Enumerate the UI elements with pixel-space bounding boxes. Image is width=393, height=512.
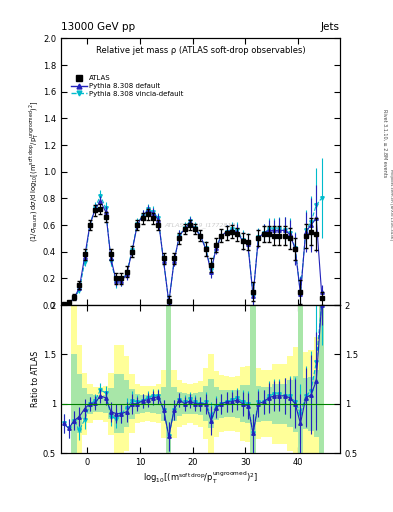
Text: Rivet 3.1.10, ≥ 2.8M events: Rivet 3.1.10, ≥ 2.8M events (382, 109, 387, 178)
Y-axis label: Ratio to ATLAS: Ratio to ATLAS (31, 351, 40, 407)
Text: mcplots.cern.ch [arXiv:1306.3436]: mcplots.cern.ch [arXiv:1306.3436] (389, 169, 393, 240)
Y-axis label: $(1/\sigma_{\rm resum})$ d$\sigma$/d log$_{10}$[(m$^{\rm soft\,drop}$/p$_{\rm T}: $(1/\sigma_{\rm resum})$ d$\sigma$/d log… (28, 101, 41, 242)
X-axis label: log$_{10}$[(m$^{\mathrm{soft\,drop}}$/p$_\mathrm{T}^{\mathrm{ungroomed}}$)$^2$]: log$_{10}$[(m$^{\mathrm{soft\,drop}}$/p$… (143, 470, 258, 486)
Text: Relative jet mass ρ (ATLAS soft-drop observables): Relative jet mass ρ (ATLAS soft-drop obs… (95, 47, 305, 55)
Text: 13000 GeV pp: 13000 GeV pp (61, 22, 135, 32)
Text: ATLAS_2019_I1772819: ATLAS_2019_I1772819 (165, 222, 236, 228)
Legend: ATLAS, Pythia 8.308 default, Pythia 8.308 vincia-default: ATLAS, Pythia 8.308 default, Pythia 8.30… (70, 74, 185, 98)
Text: Jets: Jets (321, 22, 340, 32)
